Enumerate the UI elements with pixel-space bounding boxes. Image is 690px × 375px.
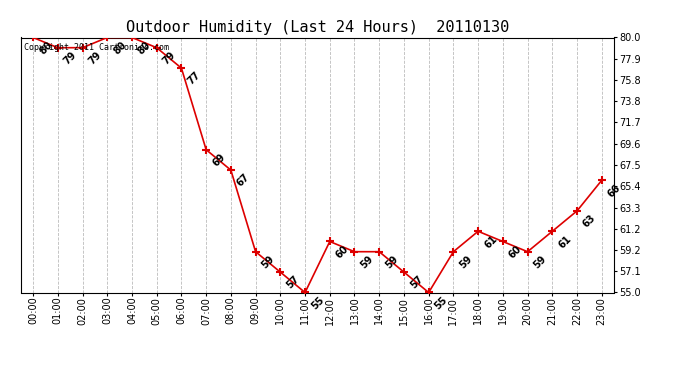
- Text: 59: 59: [457, 254, 474, 270]
- Text: 60: 60: [507, 243, 524, 260]
- Text: 79: 79: [62, 50, 79, 66]
- Text: 61: 61: [556, 233, 573, 250]
- Text: 67: 67: [235, 172, 252, 189]
- Text: 79: 79: [161, 50, 177, 66]
- Text: Copyright 2011 Cartronics.com: Copyright 2011 Cartronics.com: [23, 43, 168, 52]
- Text: 60: 60: [334, 243, 351, 260]
- Text: 77: 77: [186, 70, 202, 87]
- Text: 57: 57: [284, 274, 301, 291]
- Text: 80: 80: [37, 39, 54, 56]
- Text: 80: 80: [136, 39, 152, 56]
- Title: Outdoor Humidity (Last 24 Hours)  20110130: Outdoor Humidity (Last 24 Hours) 2011013…: [126, 20, 509, 35]
- Text: 55: 55: [309, 294, 326, 311]
- Text: 59: 59: [259, 254, 277, 270]
- Text: 59: 59: [532, 254, 549, 270]
- Text: 79: 79: [87, 50, 104, 66]
- Text: 69: 69: [210, 152, 227, 168]
- Text: 57: 57: [408, 274, 425, 291]
- Text: 80: 80: [111, 39, 128, 56]
- Text: 59: 59: [384, 254, 400, 270]
- Text: 59: 59: [359, 254, 375, 270]
- Text: 55: 55: [433, 294, 449, 311]
- Text: 66: 66: [606, 182, 622, 199]
- Text: 63: 63: [581, 213, 598, 230]
- Text: 61: 61: [482, 233, 499, 250]
